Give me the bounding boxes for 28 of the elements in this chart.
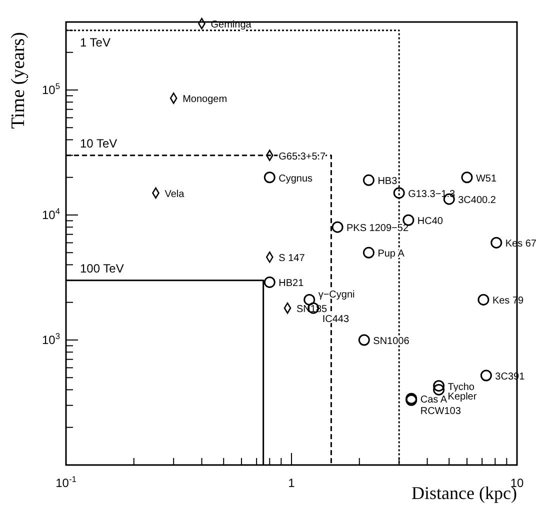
x-tick-label: 1 — [288, 476, 296, 490]
annotation: Vela — [164, 188, 185, 200]
annotation: Cas A — [420, 394, 448, 406]
series-label: 1 TeV — [80, 35, 110, 50]
annotation: HC40 — [417, 216, 444, 228]
annotation: RCW103 — [420, 406, 462, 418]
annotation: 3C400.2 — [458, 195, 496, 206]
y-tick-label: 10$^{5}$ — [42, 81, 60, 98]
annotation: Tycho — [448, 382, 475, 393]
y-tick-label: 10$^{4}$ — [42, 206, 60, 222]
annotation: Cygnus — [278, 173, 313, 184]
annotation: IC443 — [322, 314, 350, 326]
annotation: HB21 — [278, 278, 304, 290]
annotation: PKS 1209−52 — [346, 223, 409, 234]
y-axis-title: Time (years) — [8, 32, 29, 129]
annotation: Pup A — [378, 248, 405, 260]
annotation: SN1006 — [373, 336, 410, 347]
annotation: Monogem — [182, 94, 228, 106]
x-tick-label: 10$^{-1}$ — [56, 474, 77, 490]
series-label: 10 TeV — [80, 136, 118, 150]
annotation: W51 — [476, 173, 497, 184]
y-tick-label: 10$^{3}$ — [42, 331, 60, 347]
annotation: G13.3−1.3 — [408, 188, 456, 200]
series-label: 100 TeV — [80, 261, 124, 276]
annotation: γ−Cygni — [318, 290, 355, 301]
annotation: S 147 — [278, 253, 306, 264]
annotation: HB3 — [378, 176, 398, 188]
annotation: Kepler — [448, 392, 478, 403]
